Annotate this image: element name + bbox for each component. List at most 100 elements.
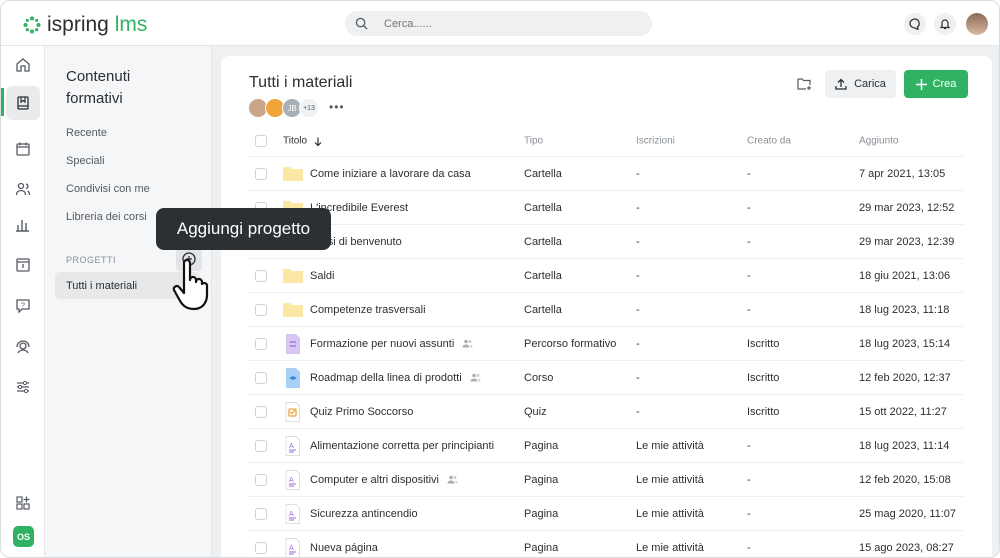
user-avatar[interactable] xyxy=(966,13,988,35)
column-created-by[interactable]: Creato da xyxy=(747,135,791,147)
item-enrollments: Le mie attività xyxy=(636,473,704,486)
calendar-icon xyxy=(16,142,30,156)
page-icon: A xyxy=(283,469,303,490)
column-added[interactable]: Aggiunto xyxy=(859,135,899,147)
item-title[interactable]: Sicurezza antincendio xyxy=(310,508,418,520)
nav-support[interactable] xyxy=(6,330,40,364)
nav-reports[interactable] xyxy=(6,208,40,242)
table-row[interactable]: Roadmap della linea di prodotti Corso - … xyxy=(247,361,963,395)
row-checkbox[interactable] xyxy=(255,167,267,180)
sidebar-item-favorites[interactable]: Speciali xyxy=(66,155,105,167)
table-row[interactable]: A Sicurezza antincendio Pagina Le mie at… xyxy=(247,497,963,531)
item-created-by: - xyxy=(747,439,751,452)
search-bar[interactable] xyxy=(345,11,652,36)
item-title[interactable]: Saldi xyxy=(310,270,334,282)
row-checkbox[interactable] xyxy=(255,541,267,554)
row-checkbox[interactable] xyxy=(255,439,267,452)
table-row[interactable]: A Computer e altri dispositivi Pagina Le… xyxy=(247,463,963,497)
more-options-button[interactable]: ••• xyxy=(329,100,345,114)
item-enrollments: - xyxy=(636,405,640,418)
column-type[interactable]: Tipo xyxy=(524,135,544,147)
item-created-by: - xyxy=(747,473,751,486)
item-enrollments: - xyxy=(636,235,640,248)
folder-icon xyxy=(283,266,303,286)
item-title[interactable]: Corsi di benvenuto xyxy=(310,236,402,248)
notifications-button[interactable] xyxy=(934,13,956,35)
item-type: Corso xyxy=(524,371,554,384)
item-added: 12 feb 2020, 12:37 xyxy=(859,371,951,384)
item-created-by: - xyxy=(747,235,751,248)
item-created-by: - xyxy=(747,269,751,282)
item-type: Cartella xyxy=(524,235,562,248)
search-input[interactable] xyxy=(384,17,526,30)
item-type: Percorso formativo xyxy=(524,337,617,350)
nav-calendar[interactable] xyxy=(6,132,40,166)
nav-content[interactable] xyxy=(6,86,40,120)
row-checkbox[interactable] xyxy=(255,337,267,350)
page-icon: A xyxy=(283,537,303,557)
item-title[interactable]: Alimentazione corretta per principianti xyxy=(310,440,494,452)
table-row[interactable]: L'incredibile Everest Cartella - - 29 ma… xyxy=(247,191,963,225)
item-title[interactable]: Nueva página xyxy=(310,542,378,554)
table-row[interactable]: Saldi Cartella - - 18 giu 2021, 13:06 xyxy=(247,259,963,293)
item-title[interactable]: Roadmap della linea di prodotti xyxy=(310,372,481,384)
logo-text: ispring xyxy=(47,13,109,36)
table-row[interactable]: Come iniziare a lavorare da casa Cartell… xyxy=(247,157,963,191)
nav-home[interactable] xyxy=(6,48,40,82)
members-group[interactable]: JB +13 xyxy=(248,98,319,118)
column-title[interactable]: Titolo xyxy=(283,136,323,147)
arrow-down-icon xyxy=(314,137,322,146)
table-header: Titolo Tipo Iscrizioni Creato da Aggiunt… xyxy=(247,126,963,157)
sidebar-item-recent[interactable]: Recente xyxy=(66,127,107,139)
ispring-logo-icon xyxy=(23,16,41,34)
select-all-checkbox[interactable] xyxy=(255,135,267,147)
item-title-text: Nueva página xyxy=(310,541,378,554)
account-badge[interactable]: OS xyxy=(13,526,34,547)
nav-info[interactable] xyxy=(6,248,40,282)
table-row[interactable]: A Alimentazione corretta per principiant… xyxy=(247,429,963,463)
item-created-by: - xyxy=(747,541,751,554)
new-folder-button[interactable] xyxy=(791,70,817,98)
table-row[interactable]: Quiz Primo Soccorso Quiz - Iscritto 15 o… xyxy=(247,395,963,429)
svg-text:A: A xyxy=(289,545,294,552)
row-checkbox[interactable] xyxy=(255,303,267,316)
item-title[interactable]: L'incredibile Everest xyxy=(310,202,408,214)
item-title[interactable]: Come iniziare a lavorare da casa xyxy=(310,168,471,180)
page-icon: A xyxy=(283,503,303,524)
top-bar: ispring lms xyxy=(1,1,999,46)
plus-icon xyxy=(915,78,927,90)
item-title[interactable]: Computer e altri dispositivi xyxy=(310,474,458,486)
sidebar-item-library[interactable]: Libreria dei corsi xyxy=(66,211,147,223)
nav-users[interactable] xyxy=(6,172,40,206)
row-checkbox[interactable] xyxy=(255,269,267,282)
sidebar-item-shared[interactable]: Condivisi con me xyxy=(66,183,150,195)
create-button[interactable]: Crea xyxy=(904,70,968,98)
row-checkbox[interactable] xyxy=(255,405,267,418)
chat-button[interactable] xyxy=(904,13,926,35)
item-type: Cartella xyxy=(524,167,562,180)
table-row[interactable]: Corsi di benvenuto Cartella - - 29 mar 2… xyxy=(247,225,963,259)
logo[interactable]: ispring lms xyxy=(23,13,147,37)
upload-button[interactable]: Carica xyxy=(825,70,896,98)
row-checkbox[interactable] xyxy=(255,473,267,486)
table-row[interactable]: A Nueva página Pagina Le mie attività - … xyxy=(247,531,963,557)
item-type: Quiz xyxy=(524,405,547,418)
row-checkbox[interactable] xyxy=(255,371,267,384)
item-enrollments: - xyxy=(636,371,640,384)
item-type: Cartella xyxy=(524,269,562,282)
item-title[interactable]: Competenze trasversali xyxy=(310,304,426,316)
nav-settings[interactable] xyxy=(6,370,40,404)
item-title[interactable]: Formazione per nuovi assunti xyxy=(310,338,473,350)
path-icon xyxy=(283,333,303,354)
item-enrollments: Le mie attività xyxy=(636,507,704,520)
nav-apps[interactable] xyxy=(6,486,40,520)
column-enrollments[interactable]: Iscrizioni xyxy=(636,135,675,147)
item-title[interactable]: Quiz Primo Soccorso xyxy=(310,406,413,418)
row-checkbox[interactable] xyxy=(255,507,267,520)
members-more: +13 xyxy=(299,98,319,118)
course-icon xyxy=(283,367,303,388)
table-row[interactable]: Competenze trasversali Cartella - - 18 l… xyxy=(247,293,963,327)
nav-help[interactable]: ? xyxy=(6,289,40,323)
item-added: 15 ago 2023, 08:27 xyxy=(859,541,954,554)
table-row[interactable]: Formazione per nuovi assunti Percorso fo… xyxy=(247,327,963,361)
